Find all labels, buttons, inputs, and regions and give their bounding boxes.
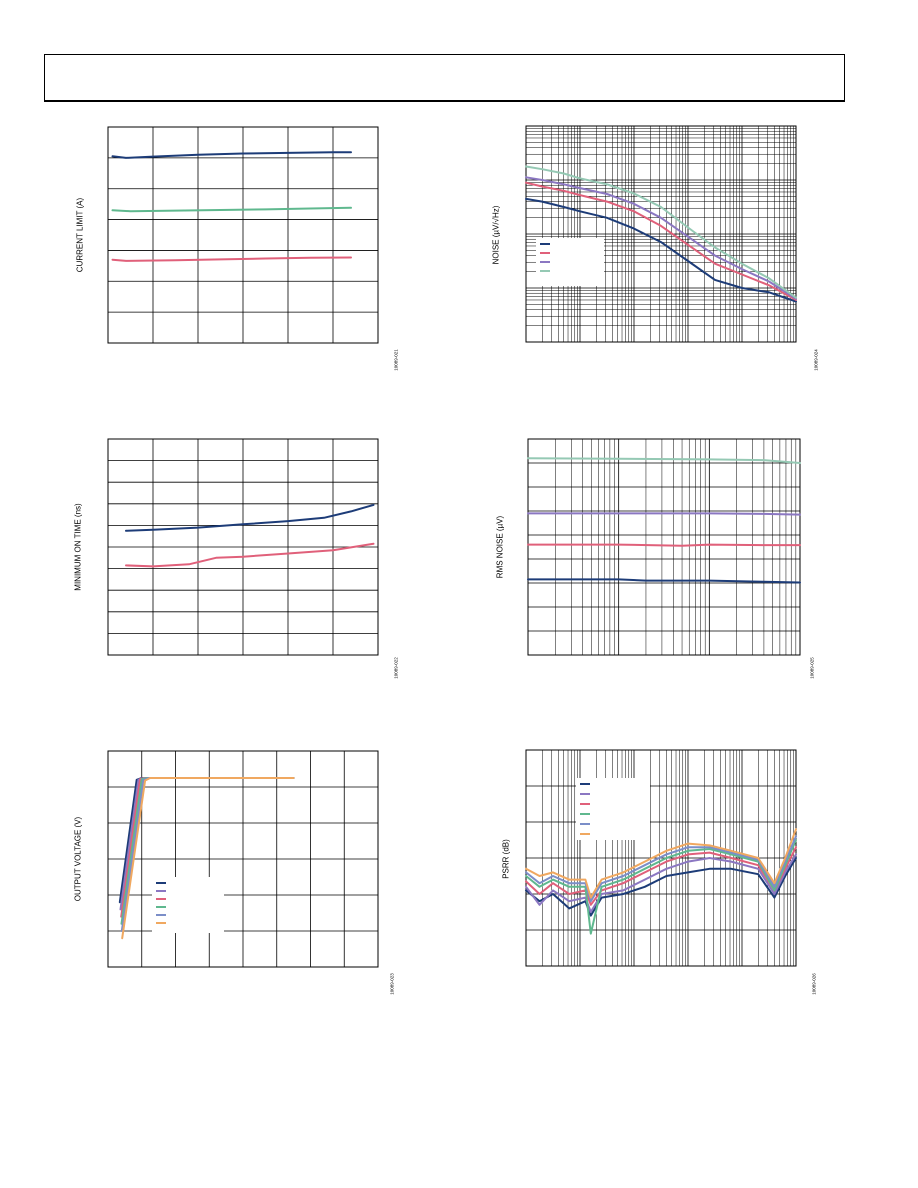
chart2-plot-area xyxy=(525,125,797,343)
chart6-legend-box xyxy=(576,778,650,840)
chart6-series-2-line xyxy=(525,853,797,913)
chart4-gridlines xyxy=(528,439,800,655)
chart3-series-2-line xyxy=(125,542,375,568)
current-limit-figure-id: 10089-021 xyxy=(393,349,399,371)
output-voltage-figure-id: 10089-023 xyxy=(389,973,395,995)
chart1-plot-area xyxy=(107,126,379,344)
chart5-plot-area xyxy=(107,750,379,968)
chart6-series-5-line xyxy=(525,835,797,903)
chart3-plot-area xyxy=(107,438,379,656)
noise-spectral-density-chart: NOISE (µV/√Hz) 10089-024 xyxy=(488,120,828,380)
chart4-series-1-line xyxy=(527,457,801,464)
minimum-on-time-chart: MINIMUM ON TIME (ns) 10089-022 xyxy=(70,432,410,692)
chart1-series-2-line xyxy=(111,206,352,213)
chart2-series-1-line xyxy=(525,197,797,303)
chart1-series-1-line xyxy=(111,151,352,159)
chart2-series-4-line xyxy=(525,165,797,299)
page-header-box xyxy=(44,54,845,102)
rms-noise-chart: RMS NOISE (µV) 10089-025 xyxy=(488,432,828,692)
chart6-series-6-line xyxy=(525,828,797,899)
rms-noise-figure-id: 10089-025 xyxy=(809,657,815,679)
chart2-series-3-line xyxy=(525,176,797,300)
chart4-frame xyxy=(527,438,801,656)
psrr-chart: PSRR (dB) 10089-026 xyxy=(488,744,828,1004)
chart5-legend-box xyxy=(152,877,224,933)
chart5-series-6-line xyxy=(121,777,295,940)
chart2-legend xyxy=(536,238,604,286)
current-limit-chart: CURRENT LIMIT (A) 10089-021 xyxy=(70,120,410,380)
chart6-series-4-line xyxy=(525,839,797,935)
chart4-series-3-line xyxy=(527,543,801,547)
minimum-on-time-figure-id: 10089-022 xyxy=(393,657,399,679)
chart4-series-4-line xyxy=(527,578,801,584)
chart3-gridlines xyxy=(108,439,378,655)
chart4-plot-area xyxy=(527,438,801,656)
chart3-series-1-line xyxy=(125,503,375,532)
chart6-series-3-line xyxy=(525,846,797,906)
output-voltage-chart: OUTPUT VOLTAGE (V) 10089-023 xyxy=(70,744,410,1004)
chart2-gridlines xyxy=(526,126,796,342)
chart4-series-2-line xyxy=(527,512,801,516)
psrr-figure-id: 10089-026 xyxy=(811,973,817,995)
chart6-plot-area xyxy=(525,749,797,967)
chart5-legend xyxy=(152,877,224,933)
noise-figure-id: 10089-024 xyxy=(813,349,819,371)
chart1-gridlines xyxy=(108,127,378,343)
chart6-legend xyxy=(576,778,650,840)
chart1-series-3-line xyxy=(111,256,352,262)
chart6-series-1-line xyxy=(525,857,797,917)
chart2-series-2-line xyxy=(525,181,797,301)
